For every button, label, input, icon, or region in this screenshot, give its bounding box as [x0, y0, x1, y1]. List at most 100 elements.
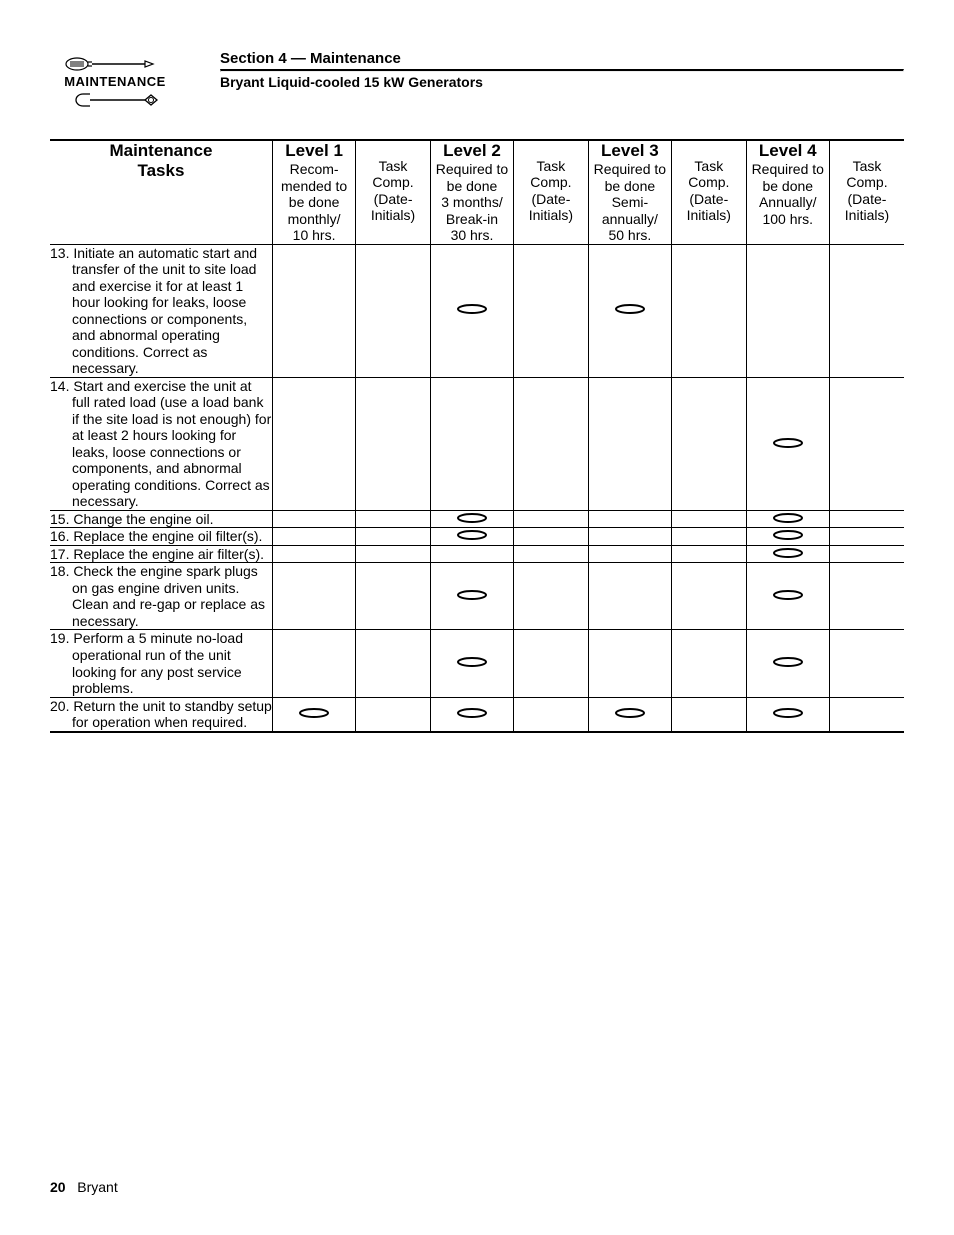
- logo-top-icon: [50, 56, 180, 72]
- level-1-comp[interactable]: [356, 630, 431, 697]
- page-header: MAINTENANCE Section 4 — Maintenance Brya…: [50, 50, 904, 109]
- table-row: 16. Replace the engine oil filter(s).: [50, 528, 904, 546]
- level-2-comp[interactable]: [514, 630, 589, 697]
- level-3-comp[interactable]: [672, 510, 747, 528]
- level-4-comp[interactable]: [829, 545, 904, 563]
- task-cell: 19. Perform a 5 minute no-load operation…: [50, 630, 272, 697]
- level-3-comp[interactable]: [672, 244, 747, 377]
- level-4-mark: [746, 545, 829, 563]
- footer-brand: Bryant: [77, 1179, 117, 1195]
- level-3-mark: [588, 510, 671, 528]
- level-1-comp[interactable]: [356, 377, 431, 510]
- level-2-mark: [430, 697, 513, 732]
- level-4-mark: [746, 697, 829, 732]
- level-2-mark: [430, 545, 513, 563]
- level-1-mark: [272, 545, 355, 563]
- level-4-comp[interactable]: [829, 528, 904, 546]
- task-cell: 20. Return the unit to standby setup for…: [50, 697, 272, 732]
- level-1-comp[interactable]: [356, 528, 431, 546]
- level-3-comp[interactable]: [672, 563, 747, 630]
- level-4-comp[interactable]: [829, 510, 904, 528]
- level-1-mark: [272, 244, 355, 377]
- task-cell: 13. Initiate an automatic start and tran…: [50, 244, 272, 377]
- level-2-comp[interactable]: [514, 244, 589, 377]
- level-1-comp[interactable]: [356, 510, 431, 528]
- level-1-comp[interactable]: [356, 563, 431, 630]
- level-2-comp[interactable]: [514, 377, 589, 510]
- level-2-mark: [430, 528, 513, 546]
- header-comp-4: TaskComp.(Date-Initials): [829, 140, 904, 244]
- table-row: 13. Initiate an automatic start and tran…: [50, 244, 904, 377]
- level-3-mark: [588, 697, 671, 732]
- level-1-comp[interactable]: [356, 697, 431, 732]
- header-comp-3: TaskComp.(Date-Initials): [672, 140, 747, 244]
- header-comp-1: TaskComp.(Date-Initials): [356, 140, 431, 244]
- level-3-mark: [588, 545, 671, 563]
- level-2-mark: [430, 244, 513, 377]
- level-1-comp[interactable]: [356, 244, 431, 377]
- level-2-mark: [430, 377, 513, 510]
- header-comp-2: TaskComp.(Date-Initials): [514, 140, 589, 244]
- task-cell: 15. Change the engine oil.: [50, 510, 272, 528]
- table-row: 15. Change the engine oil.: [50, 510, 904, 528]
- level-3-mark: [588, 630, 671, 697]
- level-3-mark: [588, 377, 671, 510]
- task-cell: 14. Start and exercise the unit at full …: [50, 377, 272, 510]
- logo-bottom-icon: [50, 91, 180, 109]
- level-1-comp[interactable]: [356, 545, 431, 563]
- level-2-mark: [430, 630, 513, 697]
- maintenance-table: MaintenanceTasksLevel 1Recom-mended to b…: [50, 139, 904, 733]
- level-4-mark: [746, 510, 829, 528]
- level-2-comp[interactable]: [514, 697, 589, 732]
- page-footer: 20 Bryant: [50, 1179, 118, 1195]
- level-3-comp[interactable]: [672, 377, 747, 510]
- level-1-mark: [272, 630, 355, 697]
- level-2-mark: [430, 563, 513, 630]
- level-2-comp[interactable]: [514, 563, 589, 630]
- level-2-mark: [430, 510, 513, 528]
- level-1-mark: [272, 377, 355, 510]
- header-level-4: Level 4Required to be doneAnnually/100 h…: [746, 140, 829, 244]
- level-4-mark: [746, 244, 829, 377]
- level-4-mark: [746, 563, 829, 630]
- level-1-mark: [272, 510, 355, 528]
- level-4-comp[interactable]: [829, 377, 904, 510]
- task-cell: 16. Replace the engine oil filter(s).: [50, 528, 272, 546]
- task-cell: 17. Replace the engine air filter(s).: [50, 545, 272, 563]
- header-level-2: Level 2Required to be done3 months/Break…: [430, 140, 513, 244]
- level-4-mark: [746, 528, 829, 546]
- table-row: 18. Check the engine spark plugs on gas …: [50, 563, 904, 630]
- table-row: 20. Return the unit to standby setup for…: [50, 697, 904, 732]
- table-row: 14. Start and exercise the unit at full …: [50, 377, 904, 510]
- level-2-comp[interactable]: [514, 528, 589, 546]
- level-3-mark: [588, 563, 671, 630]
- level-3-mark: [588, 528, 671, 546]
- level-3-mark: [588, 244, 671, 377]
- level-1-mark: [272, 528, 355, 546]
- level-1-mark: [272, 697, 355, 732]
- subtitle: Bryant Liquid-cooled 15 kW Generators: [220, 72, 904, 90]
- task-cell: 18. Check the engine spark plugs on gas …: [50, 563, 272, 630]
- table-row: 19. Perform a 5 minute no-load operation…: [50, 630, 904, 697]
- level-4-comp[interactable]: [829, 244, 904, 377]
- maintenance-logo: MAINTENANCE: [50, 50, 180, 109]
- level-4-mark: [746, 630, 829, 697]
- section-title: Section 4 — Maintenance: [220, 50, 904, 69]
- level-4-comp[interactable]: [829, 697, 904, 732]
- level-3-comp[interactable]: [672, 528, 747, 546]
- level-4-comp[interactable]: [829, 563, 904, 630]
- level-4-comp[interactable]: [829, 630, 904, 697]
- header-level-1: Level 1Recom-mended to be donemonthly/10…: [272, 140, 355, 244]
- level-2-comp[interactable]: [514, 510, 589, 528]
- level-1-mark: [272, 563, 355, 630]
- table-row: 17. Replace the engine air filter(s).: [50, 545, 904, 563]
- logo-label: MAINTENANCE: [50, 74, 180, 89]
- page-number: 20: [50, 1179, 66, 1195]
- level-2-comp[interactable]: [514, 545, 589, 563]
- level-3-comp[interactable]: [672, 697, 747, 732]
- level-3-comp[interactable]: [672, 630, 747, 697]
- header-tasks: MaintenanceTasks: [50, 140, 272, 244]
- level-4-mark: [746, 377, 829, 510]
- header-level-3: Level 3Required to be doneSemi-annually/…: [588, 140, 671, 244]
- level-3-comp[interactable]: [672, 545, 747, 563]
